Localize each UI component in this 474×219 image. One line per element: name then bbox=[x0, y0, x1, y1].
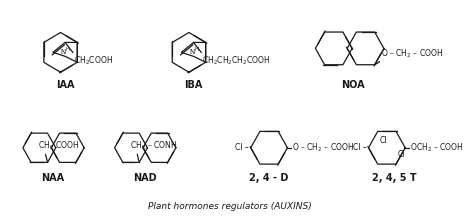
Text: CH$_2$CH$_2$CH$_2$COOH: CH$_2$CH$_2$CH$_2$COOH bbox=[202, 54, 271, 67]
Text: H: H bbox=[194, 47, 199, 52]
Text: O – CH$_2$ – COOH: O – CH$_2$ – COOH bbox=[292, 141, 355, 154]
Text: 2, 4 - D: 2, 4 - D bbox=[249, 173, 289, 183]
Text: OCH$_2$ – COOH: OCH$_2$ – COOH bbox=[410, 141, 464, 154]
Text: Cl: Cl bbox=[398, 150, 405, 159]
Text: Cl: Cl bbox=[380, 136, 387, 145]
Text: CH$_2$ – CONH: CH$_2$ – CONH bbox=[129, 140, 177, 152]
Text: Plant hormones regulators (AUXINS): Plant hormones regulators (AUXINS) bbox=[147, 202, 311, 211]
Text: N: N bbox=[189, 49, 194, 55]
Text: NAA: NAA bbox=[41, 173, 64, 183]
Text: CH$_2$COOH: CH$_2$COOH bbox=[74, 54, 113, 67]
Text: O – CH$_2$ – COOH: O – CH$_2$ – COOH bbox=[381, 47, 443, 60]
Text: N: N bbox=[61, 49, 66, 55]
Text: IAA: IAA bbox=[56, 80, 74, 90]
Text: CH$_2$ COOH: CH$_2$ COOH bbox=[38, 140, 79, 152]
Text: Cl –: Cl – bbox=[235, 143, 249, 152]
Text: 2, 4, 5 T: 2, 4, 5 T bbox=[372, 173, 417, 183]
Text: IBA: IBA bbox=[184, 80, 203, 90]
Text: NOA: NOA bbox=[341, 80, 365, 90]
Text: Cl –: Cl – bbox=[353, 143, 366, 152]
Text: NAD: NAD bbox=[133, 173, 156, 183]
Text: H: H bbox=[66, 47, 70, 52]
